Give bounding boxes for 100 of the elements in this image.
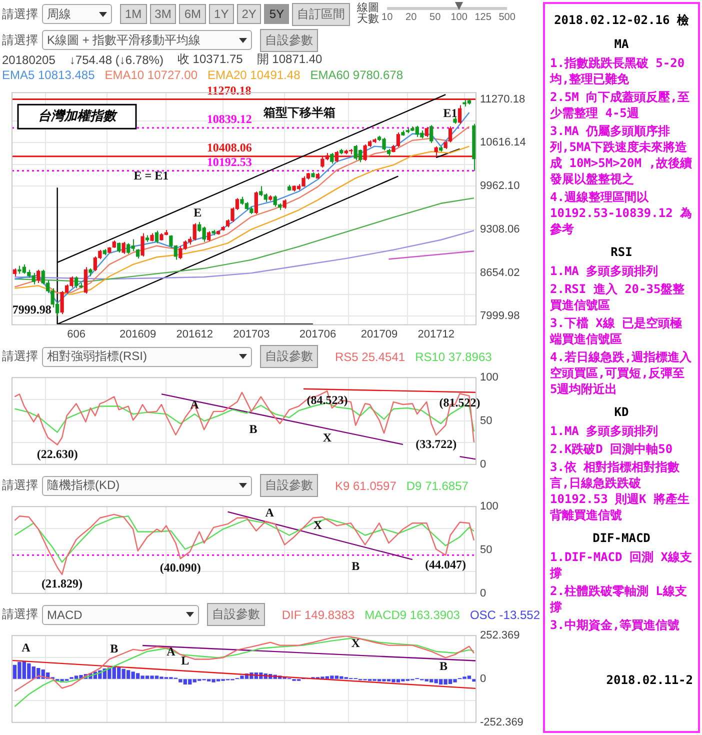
y-tick-label: 50 [480, 544, 492, 556]
x-tick-label: 201706 [299, 328, 336, 340]
text: 1M [120, 4, 147, 24]
text: DIF-MACD [592, 531, 652, 545]
text: 2Y [236, 4, 262, 24]
text: 4.若日線急跌,週指標進入空頭買區,可買短,反彈至 5週均附近出 [550, 349, 693, 397]
text: 3M [150, 4, 176, 24]
annotation: E = E1 [134, 168, 169, 182]
text: 125 [474, 12, 492, 23]
annotation: X [322, 430, 332, 444]
text: D9 71.6857 [406, 478, 468, 492]
y-tick-label: 10616.14 [480, 136, 526, 149]
annotation: 箱型下移半箱 [262, 106, 336, 120]
annotation: B [249, 422, 258, 436]
text: 3.依 相對指標相對指數言,日線急跌跌破10192.53 則週K 將產生背離買進信號 [550, 459, 690, 523]
dropdown-field: K線圖 + 指數平滑移動平均線 [42, 30, 252, 50]
text: MA [613, 37, 630, 51]
dropdown-field: 相對強弱指標(RSI) [42, 346, 252, 366]
text: 1.DIF-MACD 回測 X線支撐 [550, 549, 693, 581]
text: 請選擇 [2, 32, 38, 48]
text: 台灣加權指數 [38, 108, 118, 123]
text: 3.中期資金,等買進信號 [550, 617, 681, 633]
text: EMA10 10727.00 [104, 68, 198, 82]
text: 2.K跌破D 回測中軸50 [550, 441, 674, 457]
text: 開 10871.40 [256, 51, 322, 68]
annotation: (40.090) [160, 560, 201, 575]
annotation: E1 [443, 106, 458, 120]
ref-line-label: 10192.53 [206, 154, 252, 169]
text: 1.MA 多頭多頭排列 [550, 263, 660, 279]
annotation: A [265, 506, 274, 520]
y-tick-label: 9962.10 [480, 180, 520, 192]
x-tick-label: 201709 [360, 328, 398, 340]
text: 自設參數 [260, 345, 318, 368]
annotation: E [194, 205, 202, 220]
text: 6M [179, 4, 206, 24]
text: 收 10371.75 [177, 51, 243, 68]
annotation: L [181, 654, 190, 668]
text: 2018.02.12-02.16 檢 [553, 12, 690, 29]
annotation: B [440, 658, 448, 673]
annotation: 7999.98 [12, 302, 52, 316]
text: 100 [450, 12, 468, 23]
annotation: (21.829) [42, 576, 83, 591]
y-tick-label: 100 [480, 372, 498, 384]
y-tick-label: 0 [480, 673, 486, 686]
text: 3.MA 仍屬多頭順序排列,5MA下跌速度未來將造成 10M>5M>20M ,故後續發展以盤整視之 [550, 123, 693, 187]
annotation: (44.047) [425, 557, 466, 572]
text: 自設參數 [206, 603, 265, 626]
text: 線圖天數 [357, 2, 380, 25]
text: 自訂區間 [292, 2, 350, 26]
text: 2.5M 向下成蓋頭反壓,至少需整理 4-5週 [550, 89, 690, 121]
x-tick-label: 201612 [176, 328, 213, 340]
dropdown-field: MACD [42, 604, 199, 624]
series-label: DIF 149.8383 [282, 608, 355, 622]
annotation: (33.722) [416, 437, 457, 452]
text: 50 [430, 12, 441, 23]
text: 自設參數 [260, 28, 318, 52]
text: 20180205 [2, 52, 56, 66]
y-tick-label: 0 [480, 458, 486, 470]
y-tick-label: 8654.02 [480, 266, 520, 279]
ref-line-label: 10839.12 [206, 112, 252, 126]
text: 請選擇 [2, 606, 38, 623]
text: RSI [610, 245, 634, 259]
text: 1Y [209, 4, 234, 24]
annotation: X [351, 636, 360, 650]
text: 1.指數跳跌長黑破 5-20均,整理已難免 [550, 55, 686, 87]
x-tick-label: 606 [67, 328, 86, 340]
dropdown-field: 周線 [42, 4, 112, 24]
ref-line-label: 10408.06 [206, 140, 252, 155]
text: 請選擇 [2, 6, 38, 22]
text: EMA60 9780.678 [310, 68, 403, 82]
text: 請選擇 [2, 348, 38, 365]
text: KD [613, 405, 630, 419]
annotation: X [313, 518, 322, 532]
y-tick-label: 50 [480, 415, 492, 428]
text: 3.下檔 X線 已是空頭極端買進信號區 [550, 315, 684, 347]
text: RS10 37.8963 [415, 350, 492, 364]
text: 20 [406, 12, 417, 23]
annotation: A [22, 640, 31, 655]
text: K9 61.0597 [335, 478, 396, 492]
text: ↓754.48 (↓6.78%) [69, 52, 164, 66]
text: 自設參數 [260, 474, 318, 497]
text: 2018.02.11-2 [605, 673, 693, 687]
y-tick-label: 7999.98 [480, 310, 520, 322]
text: 2.RSI 進入 20-35盤整買進信號區 [550, 281, 686, 313]
x-tick-label: 201609 [119, 328, 156, 340]
text: RS5 25.4541 [335, 350, 406, 364]
text: EMA20 10491.48 [208, 68, 300, 82]
y-tick-label: 252.369 [480, 630, 520, 642]
text: 10 [382, 12, 393, 23]
text: OSC -13.552 [470, 608, 540, 622]
text: 4.週線整理區間以10192.53-10839.12 為參考 [550, 189, 693, 237]
dropdown-field: 隨機指標(KD) [42, 476, 252, 496]
text: 5Y [264, 4, 290, 24]
x-tick-label: 201703 [233, 328, 270, 340]
x-tick-label: 201712 [418, 328, 454, 340]
text: 請選擇 [2, 477, 38, 494]
y-tick-label: 0 [480, 587, 486, 600]
text: 1.MA 多頭多頭排列 [550, 423, 660, 439]
y-tick-label: 11270.18 [480, 93, 526, 106]
y-tick-label: 100 [480, 500, 498, 513]
